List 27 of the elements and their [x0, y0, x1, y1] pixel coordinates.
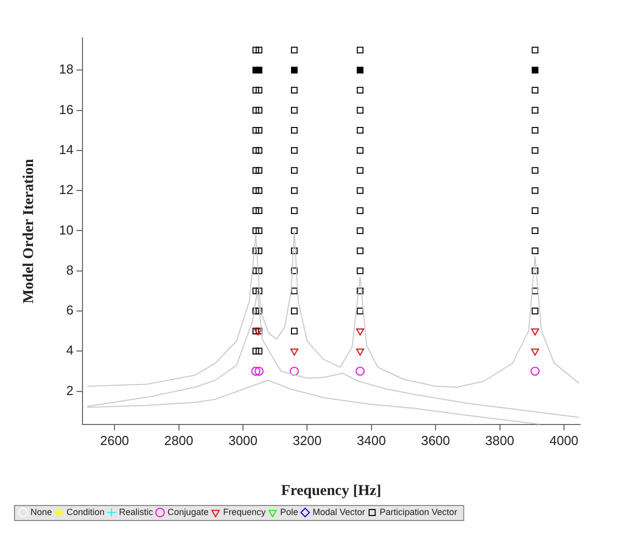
y-tick-label: 8: [66, 262, 74, 278]
x-tick-label: 4000: [549, 432, 578, 448]
y-tick-label: 12: [58, 182, 74, 198]
x-tick-label: 3200: [292, 432, 322, 448]
legend-label: Participation Vector: [380, 506, 458, 517]
y-tick-label: 4: [66, 342, 74, 358]
legend-label: Conjugate: [168, 506, 209, 517]
y-axis-title: Model Order Iteration: [20, 158, 37, 304]
x-tick-label: 3600: [421, 432, 450, 448]
legend-label: Frequency: [223, 506, 266, 517]
y-tick-label: 2: [66, 382, 74, 398]
x-tick-label: 2800: [164, 432, 194, 448]
legend-label: Condition: [66, 506, 105, 517]
y-tick-label: 14: [58, 142, 74, 157]
legend-label: Modal Vector: [312, 506, 366, 517]
y-tick-label: 10: [58, 222, 74, 238]
x-axis-title: Frequency [Hz]: [281, 482, 382, 499]
y-tick-label: 18: [58, 62, 74, 77]
y-tick-label: 6: [66, 302, 74, 318]
x-tick-label: 3000: [228, 432, 258, 448]
x-tick-label: 2600: [100, 432, 130, 448]
x-tick-label: 3800: [485, 432, 514, 448]
legend-label: Realistic: [119, 506, 154, 517]
legend-label: None: [30, 506, 52, 517]
y-tick-label: 16: [58, 102, 74, 117]
legend-label: Pole: [280, 506, 298, 517]
x-tick-label: 3400: [356, 432, 386, 448]
